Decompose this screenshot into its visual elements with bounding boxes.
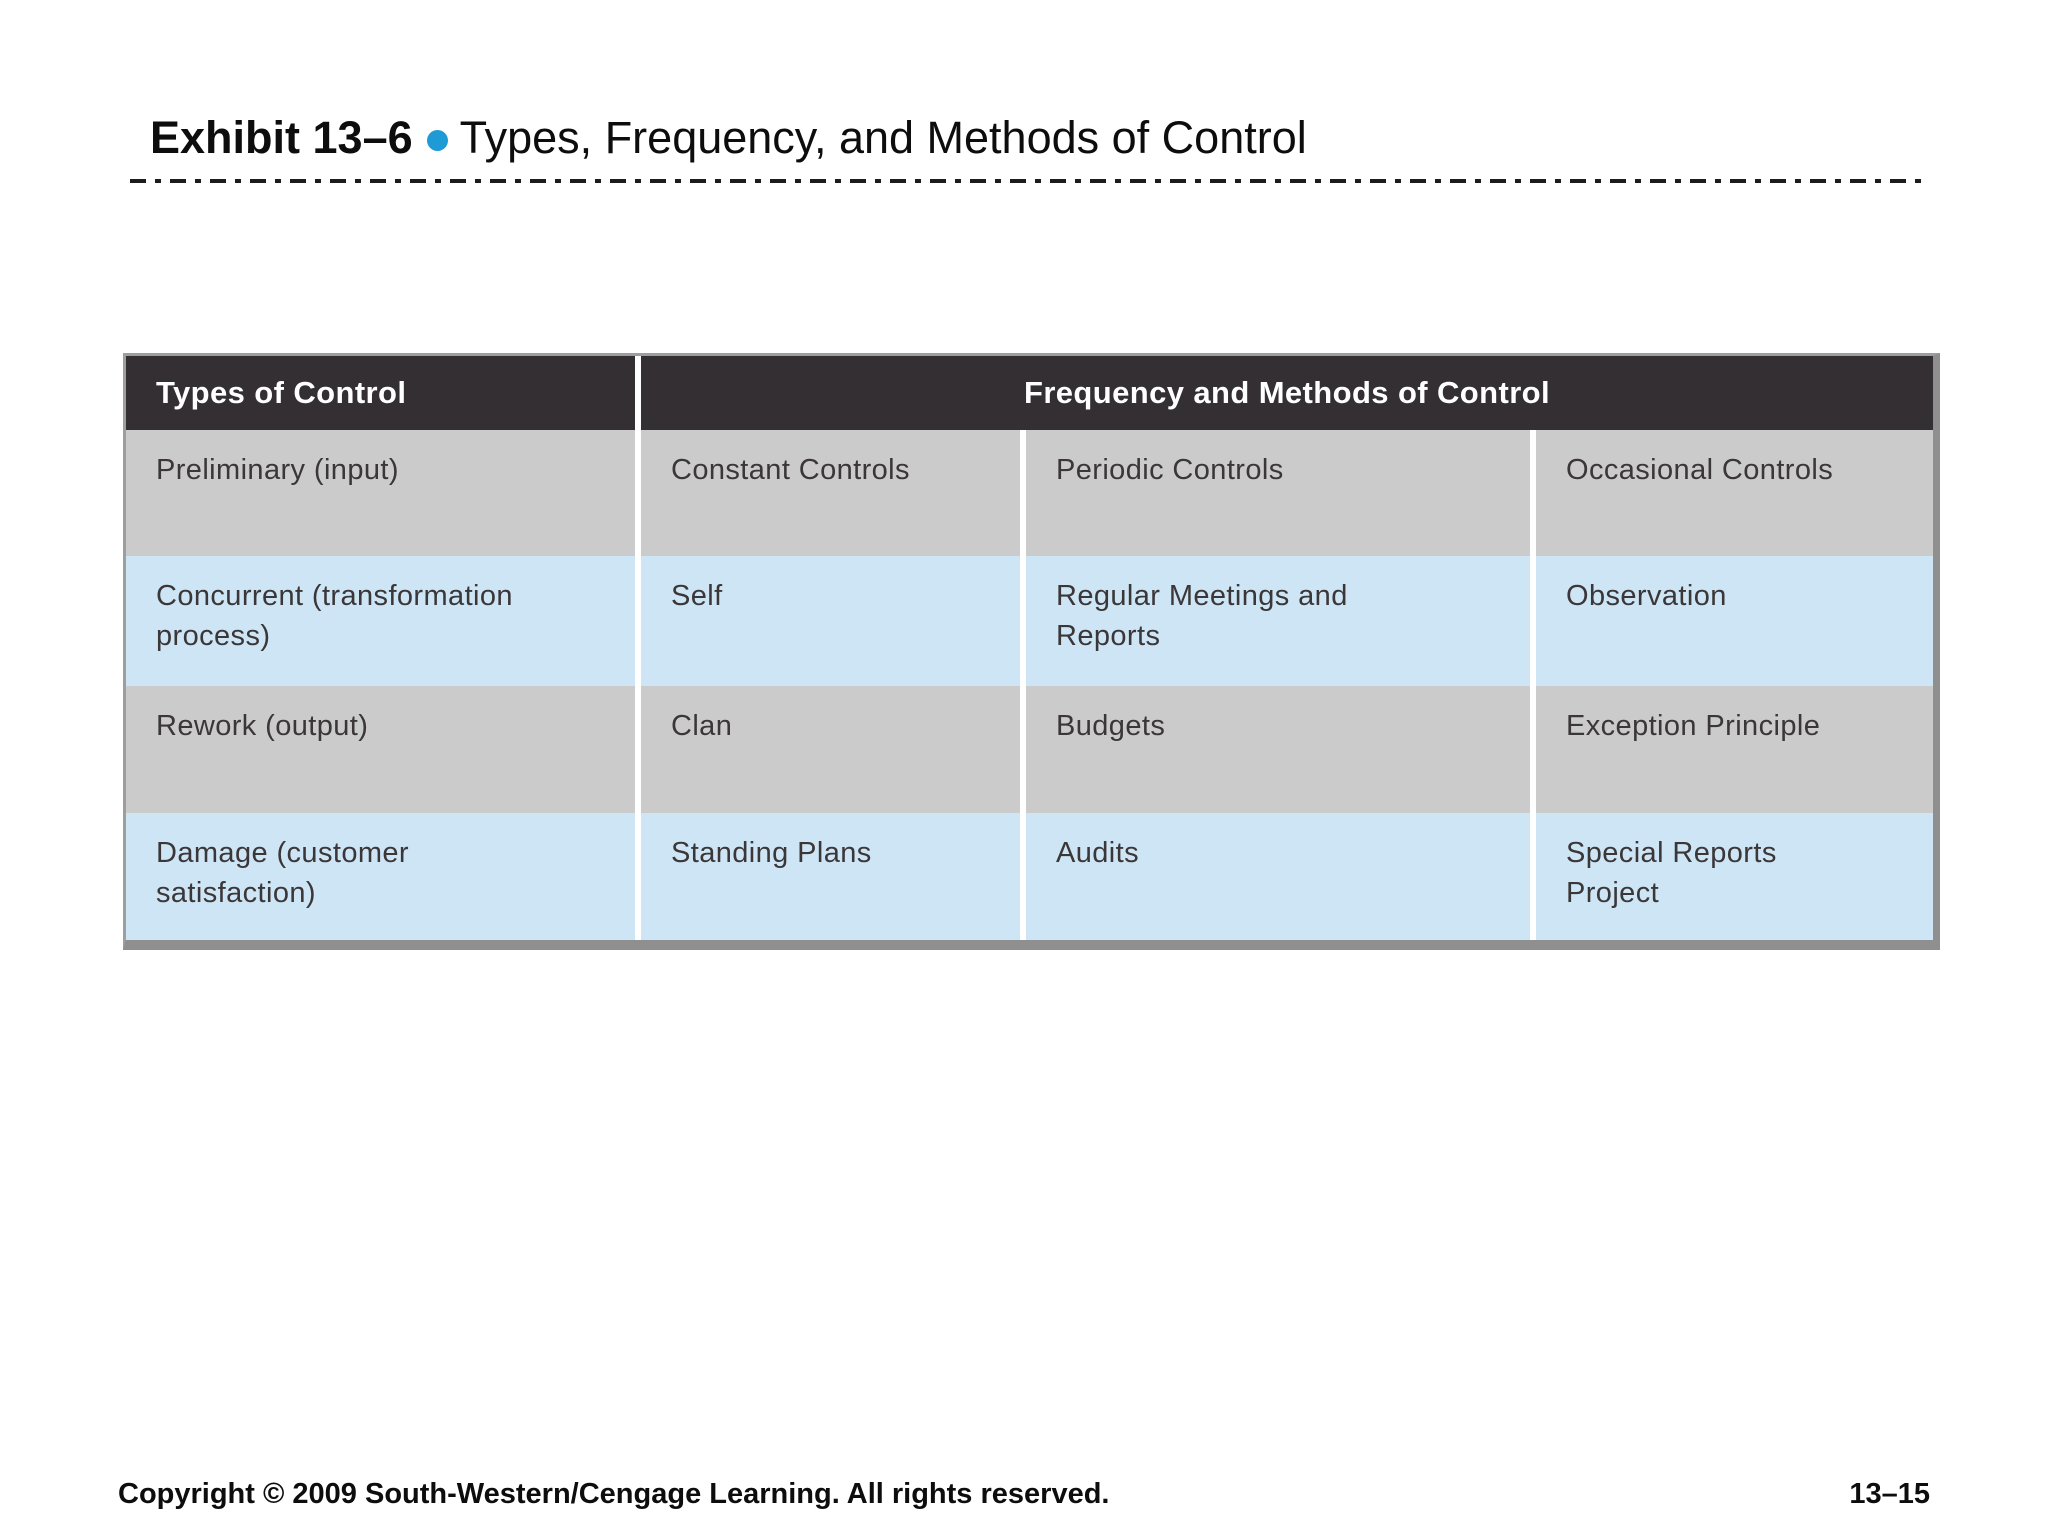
table-cell: Damage (customer satisfaction) bbox=[126, 813, 635, 940]
table-cell: Constant Controls bbox=[641, 430, 1020, 556]
page-number: 13–15 bbox=[1849, 1478, 1930, 1510]
table-cell: Rework (output) bbox=[126, 686, 635, 813]
table-cell: Budgets bbox=[1026, 686, 1530, 813]
table-cell: Preliminary (input) bbox=[126, 430, 635, 556]
dashed-divider bbox=[130, 179, 1930, 183]
table-cell: Regular Meetings and Reports bbox=[1026, 556, 1530, 686]
table-cell: Concurrent (transformation process) bbox=[126, 556, 635, 686]
table-cell: Audits bbox=[1026, 813, 1530, 940]
table-cell: Special Reports Project bbox=[1536, 813, 1933, 940]
table-cell: Periodic Controls bbox=[1026, 430, 1530, 556]
table-cell: Standing Plans bbox=[641, 813, 1020, 940]
title-text: Types, Frequency, and Methods of Control bbox=[459, 112, 1307, 163]
bullet-icon bbox=[426, 129, 448, 151]
copyright-notice: Copyright © 2009 South-Western/Cengage L… bbox=[118, 1478, 1110, 1510]
control-types-table: Types of Control Frequency and Methods o… bbox=[123, 353, 1940, 950]
page-title: Exhibit 13–6 Types, Frequency, and Metho… bbox=[150, 112, 1307, 164]
table-cell: Exception Principle bbox=[1536, 686, 1933, 813]
exhibit-number: Exhibit 13–6 bbox=[150, 112, 413, 163]
header-cell-frequency-and-methods: Frequency and Methods of Control bbox=[641, 356, 1933, 430]
header-cell-types-of-control: Types of Control bbox=[126, 356, 635, 430]
table-cell: Occasional Controls bbox=[1536, 430, 1933, 556]
table-cell: Clan bbox=[641, 686, 1020, 813]
table-cell: Self bbox=[641, 556, 1020, 686]
table-cell: Observation bbox=[1536, 556, 1933, 686]
